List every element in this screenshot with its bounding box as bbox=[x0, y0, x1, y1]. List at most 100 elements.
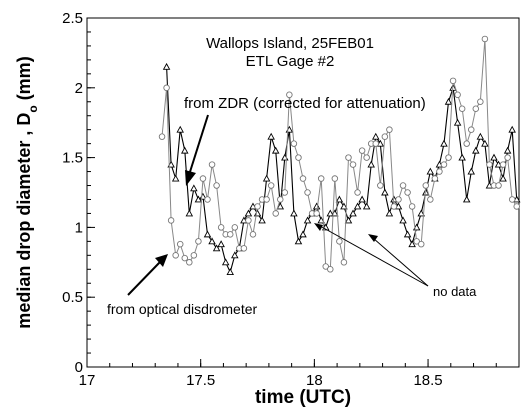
circle-point bbox=[213, 182, 220, 189]
circle-point bbox=[349, 161, 357, 168]
circle-point bbox=[254, 203, 261, 210]
circle-point bbox=[463, 140, 470, 147]
x-tick-label: 17 bbox=[79, 372, 96, 389]
circle-point bbox=[281, 189, 289, 196]
arrow-no-data-1 bbox=[372, 237, 429, 287]
circle-point bbox=[404, 189, 411, 196]
series-line-triangle bbox=[166, 66, 518, 274]
circle-point bbox=[263, 196, 270, 203]
triangle-point bbox=[185, 209, 194, 217]
triangle-point bbox=[481, 139, 489, 147]
y-axis-title-unit: (mm) bbox=[14, 56, 34, 105]
y-tick-label: 2.5 bbox=[62, 10, 83, 27]
triangle-point bbox=[294, 237, 303, 245]
triangle-point bbox=[340, 202, 348, 210]
arrowhead-no-data-2 bbox=[314, 223, 323, 231]
circle-point bbox=[449, 77, 457, 85]
triangle-point bbox=[381, 188, 389, 196]
circle-point bbox=[427, 196, 434, 203]
triangle-point bbox=[190, 184, 198, 192]
annotation-zdr: from ZDR (corrected for attenuation) bbox=[184, 95, 426, 112]
triangle-point bbox=[362, 202, 371, 210]
triangle-point bbox=[490, 153, 498, 161]
x-axis-title: time (UTC) bbox=[255, 387, 351, 408]
chart-title: Wallops Island, 25FEB01 bbox=[206, 35, 374, 52]
arrow-zdr bbox=[188, 114, 209, 176]
triangle-point bbox=[422, 188, 430, 196]
triangle-point bbox=[462, 195, 471, 203]
circle-point bbox=[176, 240, 184, 248]
circle-point bbox=[386, 126, 393, 133]
triangle-point bbox=[299, 230, 307, 238]
annotations: Wallops Island, 25FEB01 ETL Gage #2 from… bbox=[107, 35, 477, 317]
triangle-point bbox=[276, 202, 285, 210]
circle-point bbox=[167, 217, 175, 224]
triangle-point bbox=[358, 195, 366, 203]
circle-point bbox=[163, 84, 170, 92]
circle-point bbox=[286, 91, 293, 99]
circle-point bbox=[408, 203, 416, 210]
arrowhead-zdr bbox=[185, 170, 196, 186]
circle-point bbox=[358, 147, 366, 154]
y-tick-label: 1.5 bbox=[62, 150, 83, 167]
axes: 17 17.5 18 18.5 0 0.5 1 1.5 2 2.5 time (UTC) median… bbox=[14, 10, 520, 408]
circle-point bbox=[513, 203, 520, 210]
triangle-point bbox=[253, 209, 262, 217]
circle-point bbox=[363, 154, 370, 161]
triangle-point bbox=[467, 167, 476, 175]
triangle-point bbox=[231, 251, 239, 259]
circle-point bbox=[472, 105, 480, 112]
triangle-point bbox=[290, 209, 298, 217]
circle-point bbox=[204, 196, 211, 203]
series-line-circle bbox=[161, 38, 518, 271]
triangle-point bbox=[426, 167, 435, 175]
triangle-point bbox=[217, 240, 225, 248]
triangle-point bbox=[271, 146, 280, 154]
triangle-point bbox=[499, 174, 507, 182]
circle-point bbox=[395, 196, 402, 203]
circle-point bbox=[195, 238, 202, 245]
triangle-point bbox=[508, 125, 516, 133]
circle-point bbox=[354, 189, 361, 196]
circle-point bbox=[313, 210, 320, 217]
triangle-point bbox=[244, 209, 253, 217]
circle-point bbox=[445, 154, 452, 161]
circle-point bbox=[231, 224, 239, 231]
circle-point bbox=[158, 133, 166, 140]
arrowhead-disdrometer bbox=[155, 254, 168, 267]
circle-point bbox=[468, 126, 475, 133]
circle-point bbox=[504, 154, 511, 161]
x-tick-label: 18 bbox=[306, 372, 323, 389]
circle-point bbox=[199, 175, 207, 182]
arrowhead-no-data-1 bbox=[368, 234, 378, 242]
y-axis-title-subscript: o bbox=[26, 105, 40, 112]
triangle-point bbox=[353, 202, 362, 210]
triangle-point bbox=[453, 118, 462, 126]
arrow-no-data-2 bbox=[319, 225, 429, 287]
triangle-point bbox=[176, 125, 184, 133]
circle-point bbox=[477, 98, 484, 106]
arrow-disdrometer bbox=[127, 261, 161, 296]
triangle-point bbox=[472, 146, 480, 154]
circle-point bbox=[322, 263, 329, 270]
triangle-point bbox=[371, 132, 380, 140]
triangle-point bbox=[267, 132, 275, 140]
circle-point bbox=[299, 175, 307, 182]
circle-point bbox=[508, 196, 516, 203]
triangle-point bbox=[226, 268, 235, 276]
triangle-point bbox=[344, 216, 353, 224]
triangle-point bbox=[476, 132, 485, 140]
circle-point bbox=[481, 35, 489, 43]
triangle-point bbox=[181, 146, 189, 154]
circle-point bbox=[377, 182, 384, 189]
circle-point bbox=[390, 203, 398, 210]
triangle-point bbox=[258, 216, 266, 224]
circle-point bbox=[208, 161, 216, 168]
chart-subtitle: ETL Gage #2 bbox=[246, 53, 335, 70]
circle-point bbox=[226, 231, 234, 238]
circle-point bbox=[336, 238, 343, 245]
triangle-point bbox=[399, 216, 407, 224]
circle-point bbox=[422, 182, 430, 189]
x-tick-label: 18.5 bbox=[413, 372, 442, 389]
